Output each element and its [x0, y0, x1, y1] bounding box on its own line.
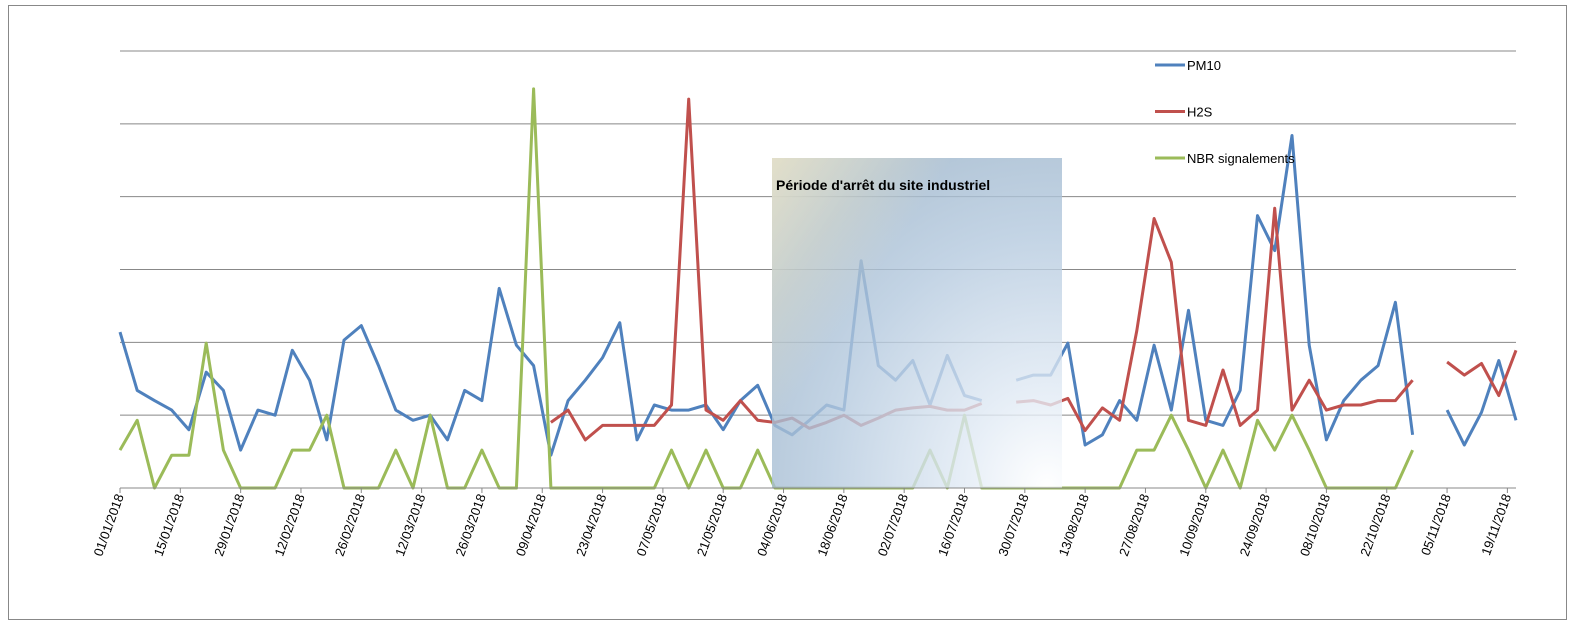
legend-label: PM10 [1187, 58, 1221, 73]
x-tick-label: 05/11/2018 [1418, 492, 1454, 557]
series-line [118, 87, 1414, 490]
x-tick-label: 26/02/2018 [332, 492, 368, 558]
x-tick-label: 27/08/2018 [1116, 492, 1152, 558]
x-tick-label: 30/07/2018 [995, 492, 1031, 558]
x-tick-label: 12/02/2018 [271, 492, 307, 558]
x-tick-label: 22/10/2018 [1357, 492, 1393, 558]
x-tick-label: 26/03/2018 [452, 492, 488, 558]
x-tick-label: 16/07/2018 [935, 492, 971, 558]
x-tick-label: 18/06/2018 [814, 492, 850, 558]
series-line [1445, 359, 1518, 447]
annotation: Période d'arrêt du site industriel [776, 177, 990, 193]
x-tick-label: 21/05/2018 [694, 492, 730, 558]
x-tick-label: 13/08/2018 [1056, 492, 1092, 558]
frame [8, 5, 1567, 620]
x-tick-label: 23/04/2018 [573, 492, 609, 558]
x-tick-label: 09/04/2018 [513, 492, 549, 558]
x-tick-label: 29/01/2018 [211, 492, 247, 558]
series-line [1446, 349, 1518, 397]
x-tick-label: 24/09/2018 [1237, 492, 1273, 558]
x-tick-label: 02/07/2018 [875, 492, 911, 558]
x-tick-label: 12/03/2018 [392, 492, 428, 558]
x-tick-label: 01/01/2018 [90, 492, 126, 558]
series-line [1016, 206, 1414, 432]
shaded-period-tint [772, 158, 1062, 488]
x-tick-label: 10/09/2018 [1176, 492, 1212, 558]
x-tick-label: 04/06/2018 [754, 492, 790, 558]
legend-label: NBR signalements [1187, 151, 1295, 166]
x-tick-label: 07/05/2018 [633, 492, 669, 558]
x-tick-label: 19/11/2018 [1478, 492, 1514, 557]
legend-label: H2S [1187, 105, 1213, 120]
x-tick-label: 15/01/2018 [151, 492, 187, 558]
x-tick-label: 08/10/2018 [1297, 492, 1333, 558]
